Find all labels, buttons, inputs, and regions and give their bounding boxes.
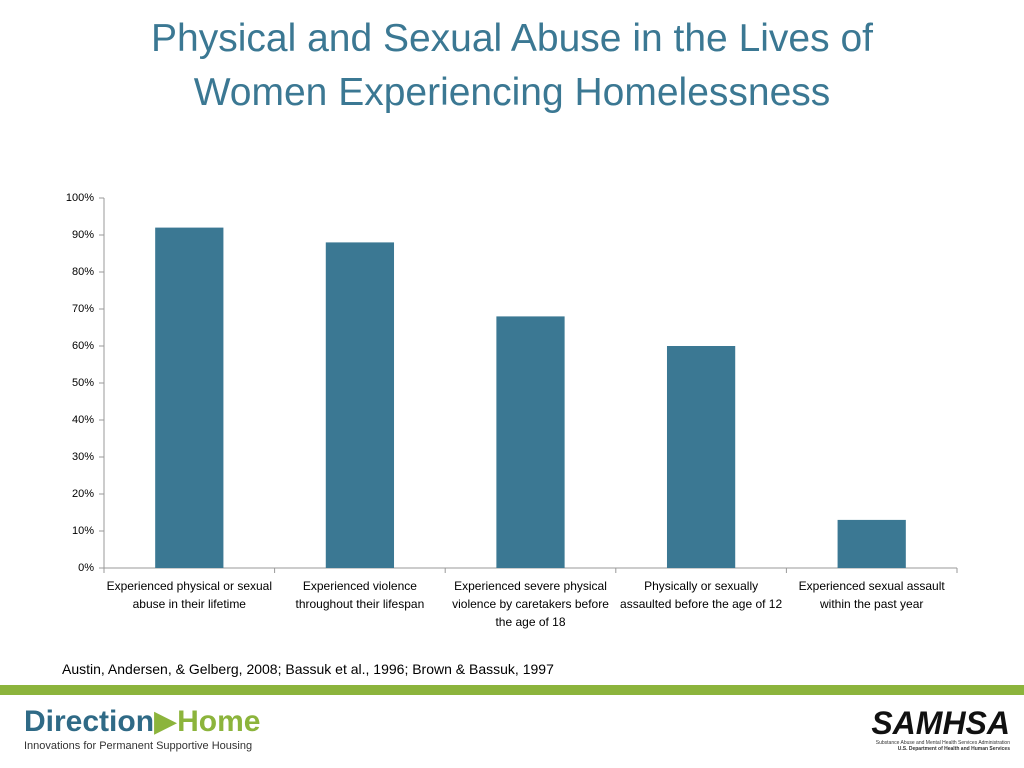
source-note: Austin, Andersen, & Gelberg, 2008; Bassu… <box>62 661 554 677</box>
logo-arrow: ▶ <box>154 705 178 738</box>
x-tick-label: Experienced severe physical violence by … <box>452 579 609 629</box>
y-tick-label: 70% <box>72 303 94 315</box>
logo-line: Substance Abuse and Mental Health Servic… <box>875 740 1010 746</box>
chart-title: Physical and Sexual Abuse in the Lives o… <box>151 17 873 114</box>
y-tick-label: 0% <box>78 562 94 574</box>
bar <box>325 242 395 568</box>
y-tick-label: 50% <box>72 377 94 389</box>
y-tick-label: 100% <box>66 192 94 204</box>
logo-name: SAMHSA <box>871 705 1010 741</box>
logo-word: Home <box>177 705 261 738</box>
bar <box>155 227 224 568</box>
logo-tagline: Innovations for Permanent Supportive Hou… <box>24 740 253 752</box>
right-logo: SAMHSA Substance Abuse and Mental Health… <box>840 706 1010 752</box>
y-tick-label: 40% <box>72 414 94 426</box>
bar <box>837 519 906 568</box>
y-tick-label: 60% <box>72 340 94 352</box>
y-tick-label: 90% <box>72 229 94 241</box>
bar <box>666 346 736 568</box>
y-tick-label: 10% <box>72 525 94 537</box>
logo-line: U.S. Department of Health and Human Serv… <box>897 746 1010 752</box>
y-tick-label: 20% <box>72 488 94 500</box>
y-tick-label: 80% <box>72 266 94 278</box>
x-tick-label: Experienced violence throughout their li… <box>295 579 425 611</box>
x-tick-label: Experienced physical or sexual abuse in … <box>106 579 272 611</box>
bar <box>496 316 565 568</box>
y-tick-label: 30% <box>72 451 94 463</box>
logo-word: Direction <box>24 705 155 738</box>
x-tick-label: Physically or sexually assaulted before … <box>620 579 783 611</box>
x-tick-label: Experienced sexual assault within the pa… <box>798 579 945 611</box>
footer-rule <box>0 685 1024 695</box>
left-logo: Direction▶Home Innovations for Permanent… <box>24 705 261 753</box>
